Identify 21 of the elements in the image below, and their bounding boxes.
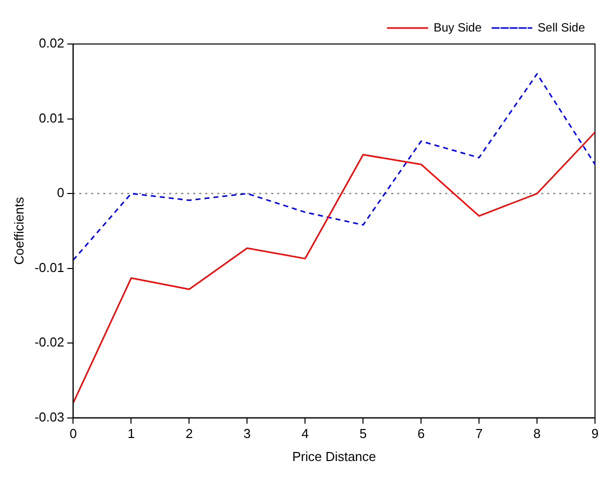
y-tick-label: 0 bbox=[56, 185, 64, 200]
x-tick-label: 2 bbox=[186, 426, 193, 442]
y-tick-label: -0.02 bbox=[34, 334, 64, 350]
legend-label: Sell Side bbox=[538, 20, 586, 34]
x-tick-label: 8 bbox=[533, 426, 541, 442]
y-tick-label: -0.01 bbox=[34, 260, 64, 275]
x-axis-title: Price Distance bbox=[292, 448, 376, 464]
x-tick-label: 3 bbox=[244, 426, 251, 442]
x-tick-label: 0 bbox=[70, 426, 77, 442]
x-tick-label: 5 bbox=[359, 426, 367, 442]
x-tick-label: 7 bbox=[475, 426, 483, 442]
y-tick-label: -0.03 bbox=[34, 409, 64, 424]
y-tick-label: 0.01 bbox=[38, 110, 64, 126]
x-tick-label: 6 bbox=[417, 426, 425, 442]
line-series bbox=[73, 73, 595, 261]
x-tick-label: 9 bbox=[591, 426, 599, 442]
y-axis-title: Coefficients bbox=[11, 196, 26, 265]
y-tick-label: 0.02 bbox=[38, 36, 64, 51]
legend-label: Buy Side bbox=[434, 20, 482, 34]
x-tick-label: 4 bbox=[302, 426, 309, 442]
x-tick-label: 1 bbox=[128, 426, 135, 442]
